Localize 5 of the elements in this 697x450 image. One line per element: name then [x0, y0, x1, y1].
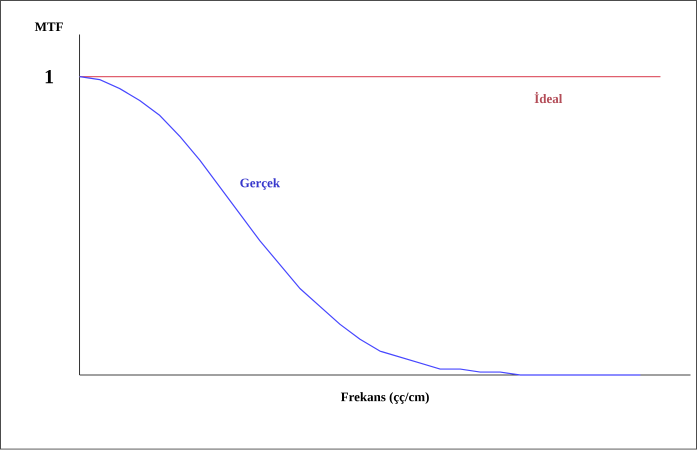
y-axis-title: MTF	[34, 22, 63, 32]
series-label: İdeal	[534, 92, 562, 104]
x-axis-title: Frekans (çç/cm)	[340, 392, 429, 404]
series-label: Gerçek	[240, 178, 280, 190]
text: 1	[46, 70, 54, 84]
